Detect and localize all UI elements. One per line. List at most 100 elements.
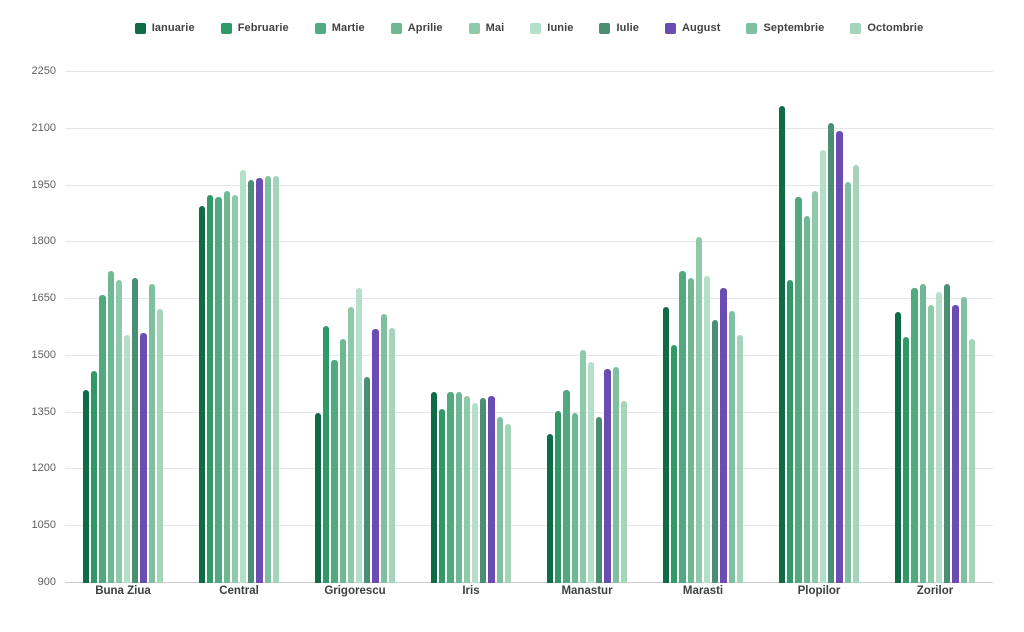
bar-iunie-zorilor[interactable] — [935, 291, 943, 583]
bar-februarie-grigorescu[interactable] — [323, 325, 330, 583]
legend-item-septembrie[interactable]: Septembrie — [746, 22, 824, 34]
bar-februarie-buna-ziua[interactable] — [91, 371, 98, 583]
legend-swatch-icon — [468, 22, 480, 34]
bar-septembrie-central[interactable] — [264, 176, 271, 583]
bar-aprilie-marasti[interactable] — [687, 278, 694, 583]
bar-iunie-grigorescu[interactable] — [355, 287, 363, 583]
bar-martie-zorilor[interactable] — [911, 287, 918, 583]
bar-iulie-zorilor[interactable] — [944, 284, 951, 583]
bar-martie-plopilor[interactable] — [795, 196, 802, 583]
bar-aprilie-iris[interactable] — [455, 391, 462, 583]
bar-aprilie-grigorescu[interactable] — [339, 338, 346, 583]
bar-ianuarie-iris[interactable] — [431, 391, 438, 583]
bar-iunie-manastur[interactable] — [587, 361, 595, 583]
bar-octombrie-zorilor[interactable] — [968, 338, 975, 583]
legend-item-ianuarie[interactable]: Ianuarie — [134, 22, 195, 34]
bar-septembrie-grigorescu[interactable] — [380, 314, 387, 583]
bar-iulie-marasti[interactable] — [712, 319, 719, 583]
bar-aprilie-zorilor[interactable] — [919, 284, 926, 583]
legend-item-aprilie[interactable]: Aprilie — [390, 22, 443, 34]
bar-mai-central[interactable] — [231, 195, 239, 583]
bar-group-plopilor — [761, 72, 877, 583]
bar-august-marasti[interactable] — [720, 287, 727, 583]
bar-ianuarie-buna-ziua[interactable] — [83, 390, 90, 583]
bar-februarie-marasti[interactable] — [671, 344, 678, 583]
bar-octombrie-buna-ziua[interactable] — [156, 308, 163, 583]
bar-ianuarie-grigorescu[interactable] — [315, 412, 322, 583]
bar-martie-grigorescu[interactable] — [331, 359, 338, 583]
bar-mai-marasti[interactable] — [695, 236, 703, 583]
bar-septembrie-marasti[interactable] — [728, 310, 735, 583]
x-axis-category-label: Plopilor — [797, 585, 841, 597]
bar-martie-central[interactable] — [215, 196, 222, 583]
bar-august-buna-ziua[interactable] — [140, 333, 147, 583]
bar-octombrie-marasti[interactable] — [736, 335, 743, 583]
bar-septembrie-iris[interactable] — [496, 416, 503, 583]
bar-martie-iris[interactable] — [447, 391, 454, 583]
bar-octombrie-grigorescu[interactable] — [388, 327, 395, 583]
legend-swatch-icon — [390, 22, 402, 34]
bar-ianuarie-central[interactable] — [199, 206, 206, 583]
bar-aprilie-plopilor[interactable] — [803, 215, 810, 583]
bar-mai-grigorescu[interactable] — [347, 306, 355, 583]
bar-mai-buna-ziua[interactable] — [115, 280, 123, 583]
bar-septembrie-buna-ziua[interactable] — [148, 284, 155, 583]
bar-martie-marasti[interactable] — [679, 270, 686, 583]
bar-martie-manastur[interactable] — [563, 390, 570, 583]
legend-item-martie[interactable]: Martie — [314, 22, 365, 34]
bar-august-zorilor[interactable] — [952, 304, 959, 583]
legend-item-februarie[interactable]: Februarie — [220, 22, 289, 34]
bar-iulie-grigorescu[interactable] — [364, 376, 371, 583]
bar-septembrie-manastur[interactable] — [612, 367, 619, 583]
bar-august-iris[interactable] — [488, 395, 495, 583]
bar-mai-plopilor[interactable] — [811, 191, 819, 583]
bar-iulie-central[interactable] — [248, 179, 255, 583]
bar-august-central[interactable] — [256, 178, 263, 583]
bar-mai-iris[interactable] — [463, 395, 471, 583]
bar-octombrie-central[interactable] — [272, 176, 279, 583]
bar-februarie-manastur[interactable] — [555, 410, 562, 583]
bar-octombrie-plopilor[interactable] — [852, 164, 859, 583]
legend-item-iulie[interactable]: Iulie — [599, 22, 639, 34]
legend-item-iunie[interactable]: Iunie — [530, 22, 573, 34]
bar-iunie-marasti[interactable] — [703, 276, 711, 583]
bar-octombrie-iris[interactable] — [504, 424, 511, 583]
bar-februarie-plopilor[interactable] — [787, 280, 794, 583]
bar-martie-buna-ziua[interactable] — [99, 295, 106, 583]
bar-iunie-central[interactable] — [239, 170, 247, 583]
bar-mai-zorilor[interactable] — [927, 304, 935, 583]
bar-august-grigorescu[interactable] — [372, 329, 379, 583]
bar-septembrie-plopilor[interactable] — [844, 181, 851, 583]
bar-group-central — [181, 72, 297, 583]
bar-iunie-iris[interactable] — [471, 403, 479, 583]
legend-item-mai[interactable]: Mai — [468, 22, 505, 34]
bar-februarie-zorilor[interactable] — [903, 337, 910, 583]
bar-ianuarie-zorilor[interactable] — [895, 312, 902, 583]
legend-item-august[interactable]: August — [664, 22, 720, 34]
legend-item-octombrie[interactable]: Octombrie — [850, 22, 923, 34]
bar-iunie-buna-ziua[interactable] — [123, 335, 131, 583]
bar-ianuarie-marasti[interactable] — [663, 306, 670, 583]
legend-label: Februarie — [237, 22, 289, 34]
gridline — [65, 127, 993, 129]
bar-februarie-central[interactable] — [207, 195, 214, 583]
bar-mai-manastur[interactable] — [579, 350, 587, 583]
bar-august-plopilor[interactable] — [836, 130, 843, 583]
bar-iunie-plopilor[interactable] — [819, 149, 827, 583]
x-axis: Buna Ziua Central Grigorescu Iris Manastur Ma… — [65, 585, 993, 597]
bar-iulie-plopilor[interactable] — [828, 123, 835, 583]
bar-septembrie-zorilor[interactable] — [960, 297, 967, 583]
bar-aprilie-manastur[interactable] — [571, 412, 578, 583]
bar-group-manastur — [529, 72, 645, 583]
bar-group-iris — [413, 72, 529, 583]
bar-iulie-manastur[interactable] — [596, 416, 603, 583]
bar-ianuarie-manastur[interactable] — [547, 433, 554, 583]
bar-ianuarie-plopilor[interactable] — [779, 106, 786, 583]
bar-iulie-buna-ziua[interactable] — [132, 278, 139, 583]
bar-aprilie-central[interactable] — [223, 191, 230, 583]
bar-iulie-iris[interactable] — [480, 397, 487, 583]
bar-august-manastur[interactable] — [604, 369, 611, 583]
bar-octombrie-manastur[interactable] — [620, 401, 627, 583]
bar-aprilie-buna-ziua[interactable] — [107, 270, 114, 583]
bar-februarie-iris[interactable] — [439, 408, 446, 583]
